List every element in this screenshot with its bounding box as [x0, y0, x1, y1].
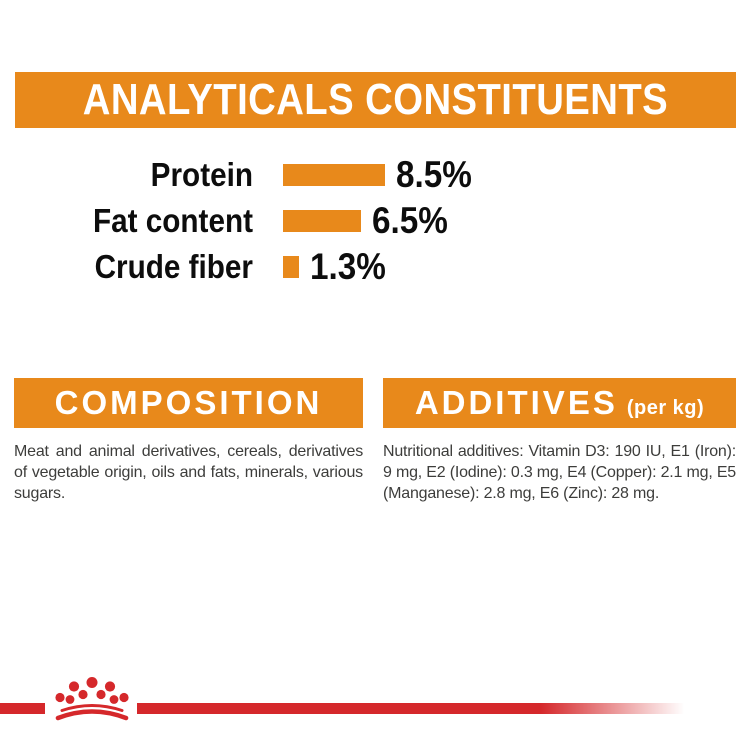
additives-section: ADDITIVES (per kg) Nutritional additives…	[383, 378, 736, 504]
chart-bar	[283, 164, 385, 186]
composition-section: COMPOSITION Meat and animal derivatives,…	[14, 378, 363, 504]
additives-heading-suffix: (per kg)	[626, 397, 705, 419]
chart-category-label: Fat content	[92, 202, 254, 239]
composition-body-text: Meat and animal derivatives, cereals, de…	[14, 443, 363, 502]
chart-value-label: 8.5%	[396, 154, 472, 195]
chart-bar	[283, 256, 299, 278]
chart-value-label: 6.5%	[372, 200, 448, 241]
analyticals-chart: Protein 8.5% Fat content 6.5% Crude fiber 1.3…	[0, 152, 750, 290]
chart-row: Crude fiber 1.3%	[0, 244, 750, 290]
royal-canin-crown-logo	[55, 677, 129, 721]
chart-value-label: 1.3%	[309, 246, 386, 287]
additives-body-text: Nutritional additives: Vitamin D3: 190 I…	[383, 443, 736, 502]
composition-heading: COMPOSITION	[54, 384, 323, 421]
chart-category-label: Protein	[150, 156, 253, 193]
chart-row: Protein 8.5%	[0, 152, 750, 198]
additives-heading: ADDITIVES	[414, 384, 618, 421]
footer-red-line-right	[137, 703, 690, 714]
chart-bar	[283, 210, 361, 232]
chart-category-label: Crude fiber	[94, 248, 254, 285]
page-title: ANALYTICALS CONSTITUENTS	[82, 75, 669, 124]
additives-header-band: ADDITIVES (per kg)	[383, 378, 736, 428]
chart-row: Fat content 6.5%	[0, 198, 750, 244]
composition-header-band: COMPOSITION	[14, 378, 363, 428]
analyticals-header-band: ANALYTICALS CONSTITUENTS	[15, 72, 736, 128]
footer-red-line-left	[0, 703, 45, 714]
